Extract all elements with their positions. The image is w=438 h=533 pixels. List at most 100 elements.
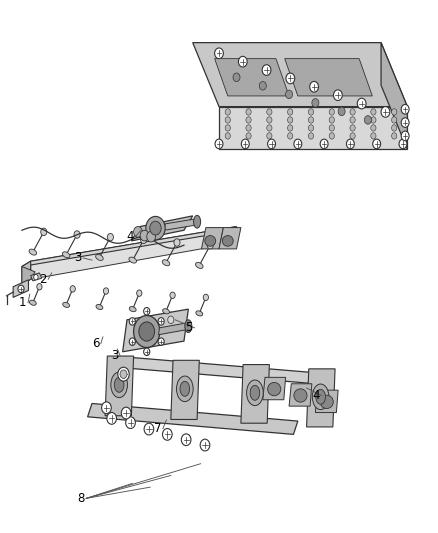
Circle shape bbox=[392, 125, 397, 131]
Polygon shape bbox=[201, 228, 223, 249]
Circle shape bbox=[144, 308, 150, 315]
Circle shape bbox=[118, 367, 129, 381]
Circle shape bbox=[215, 48, 223, 59]
Circle shape bbox=[371, 125, 376, 131]
Polygon shape bbox=[88, 403, 298, 434]
Ellipse shape bbox=[129, 257, 137, 263]
Circle shape bbox=[350, 125, 355, 131]
Ellipse shape bbox=[114, 377, 124, 392]
Circle shape bbox=[158, 338, 164, 345]
Polygon shape bbox=[123, 357, 333, 385]
Polygon shape bbox=[164, 219, 198, 230]
Circle shape bbox=[158, 318, 164, 325]
Polygon shape bbox=[381, 43, 407, 149]
Circle shape bbox=[141, 236, 147, 244]
Ellipse shape bbox=[294, 389, 307, 402]
Ellipse shape bbox=[29, 249, 37, 255]
Circle shape bbox=[200, 439, 210, 451]
Circle shape bbox=[364, 116, 371, 124]
Ellipse shape bbox=[162, 260, 170, 266]
Circle shape bbox=[268, 139, 276, 149]
Circle shape bbox=[207, 241, 213, 249]
Circle shape bbox=[401, 104, 409, 114]
Polygon shape bbox=[285, 59, 372, 96]
Circle shape bbox=[267, 109, 272, 115]
Circle shape bbox=[392, 117, 397, 123]
Circle shape bbox=[287, 117, 293, 123]
Polygon shape bbox=[105, 356, 134, 416]
Polygon shape bbox=[215, 59, 289, 96]
Text: 7: 7 bbox=[154, 422, 162, 435]
Circle shape bbox=[329, 109, 335, 115]
Circle shape bbox=[162, 429, 172, 440]
Circle shape bbox=[338, 107, 345, 116]
Circle shape bbox=[134, 316, 160, 348]
Circle shape bbox=[259, 82, 266, 90]
Circle shape bbox=[401, 118, 409, 127]
Circle shape bbox=[350, 133, 355, 139]
Circle shape bbox=[246, 117, 251, 123]
Circle shape bbox=[134, 227, 142, 237]
Circle shape bbox=[137, 290, 142, 296]
Polygon shape bbox=[159, 322, 189, 335]
Circle shape bbox=[74, 231, 80, 238]
Circle shape bbox=[371, 109, 376, 115]
Circle shape bbox=[267, 125, 272, 131]
Circle shape bbox=[267, 133, 272, 139]
Circle shape bbox=[246, 109, 251, 115]
Circle shape bbox=[262, 64, 271, 75]
Circle shape bbox=[150, 221, 161, 235]
Ellipse shape bbox=[63, 302, 70, 308]
Circle shape bbox=[246, 133, 251, 139]
Text: 1: 1 bbox=[19, 296, 27, 309]
Circle shape bbox=[350, 117, 355, 123]
Polygon shape bbox=[22, 266, 35, 285]
Text: 5: 5 bbox=[186, 321, 193, 334]
Circle shape bbox=[225, 125, 230, 131]
Circle shape bbox=[41, 228, 47, 236]
Ellipse shape bbox=[180, 382, 190, 397]
Ellipse shape bbox=[247, 380, 263, 406]
Circle shape bbox=[246, 125, 251, 131]
Ellipse shape bbox=[194, 215, 201, 228]
Circle shape bbox=[144, 423, 154, 435]
Polygon shape bbox=[13, 280, 28, 297]
Polygon shape bbox=[263, 377, 286, 400]
Circle shape bbox=[329, 117, 335, 123]
Circle shape bbox=[329, 125, 335, 131]
Circle shape bbox=[37, 284, 42, 290]
Polygon shape bbox=[22, 261, 31, 285]
Circle shape bbox=[308, 117, 314, 123]
Circle shape bbox=[146, 216, 165, 240]
Circle shape bbox=[18, 285, 24, 293]
Polygon shape bbox=[22, 227, 237, 266]
Circle shape bbox=[103, 288, 109, 294]
Circle shape bbox=[286, 90, 293, 99]
Circle shape bbox=[287, 109, 293, 115]
Circle shape bbox=[147, 231, 155, 242]
Circle shape bbox=[238, 56, 247, 67]
Circle shape bbox=[333, 90, 342, 101]
Ellipse shape bbox=[268, 383, 281, 395]
Polygon shape bbox=[171, 360, 199, 419]
Circle shape bbox=[308, 133, 314, 139]
Circle shape bbox=[329, 133, 335, 139]
Ellipse shape bbox=[111, 372, 127, 398]
Ellipse shape bbox=[312, 384, 329, 409]
Ellipse shape bbox=[316, 389, 325, 404]
Ellipse shape bbox=[129, 306, 136, 312]
Circle shape bbox=[225, 117, 230, 123]
Ellipse shape bbox=[205, 236, 215, 246]
Polygon shape bbox=[193, 43, 407, 107]
Circle shape bbox=[121, 407, 131, 419]
Circle shape bbox=[225, 109, 230, 115]
Circle shape bbox=[399, 139, 407, 149]
Circle shape bbox=[287, 125, 293, 131]
Ellipse shape bbox=[177, 376, 193, 402]
Circle shape bbox=[357, 98, 366, 109]
Circle shape bbox=[308, 125, 314, 131]
Polygon shape bbox=[307, 369, 335, 427]
Ellipse shape bbox=[250, 385, 260, 400]
Circle shape bbox=[174, 239, 180, 246]
Circle shape bbox=[120, 370, 127, 378]
